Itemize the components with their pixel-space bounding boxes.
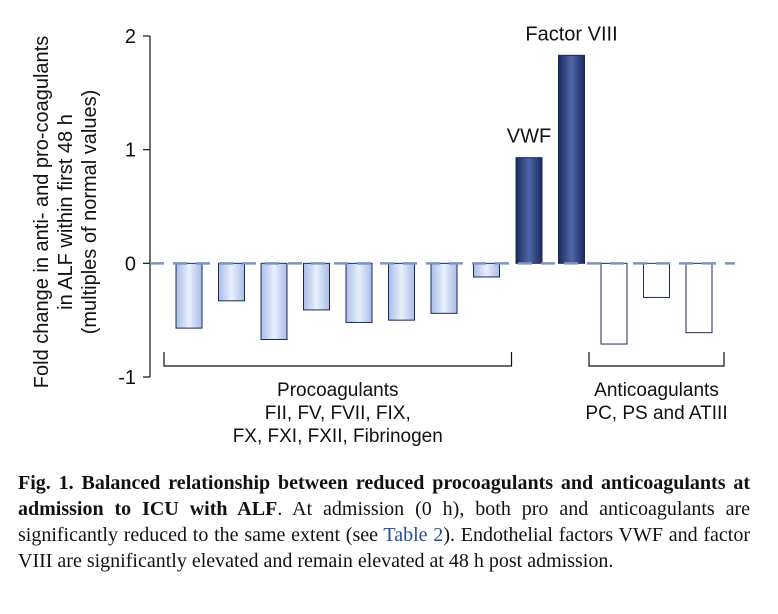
- caption-body-1: . At admission (0 h), both pro and antic…: [18, 498, 750, 546]
- bar: [218, 262, 245, 302]
- group-label-line: Procoagulants: [277, 380, 398, 401]
- bar: [260, 262, 288, 340]
- bar: [345, 262, 373, 323]
- group-label-line: Anticoagulants: [594, 380, 719, 401]
- group-label-line: FII, FV, FVII, FIX,: [265, 403, 411, 424]
- y-axis-label: Fold change in anti- and pro-coagulants i…: [31, 36, 101, 388]
- bar: [473, 262, 500, 278]
- caption-body-2: ). Endothelial factors VWF and factor VI…: [18, 524, 750, 572]
- bar-labels: VWF Factor VIII: [507, 23, 618, 147]
- bar: [515, 157, 543, 264]
- y-axis-label-line: in ALF within first 48 h: [55, 114, 77, 310]
- bar: [388, 262, 415, 321]
- caption-title: Balanced relationship between reduced pr…: [18, 472, 751, 520]
- bar: [685, 262, 713, 334]
- y-axis: 2 1 0 -1: [118, 26, 151, 389]
- bar-chart: Fold change in anti- and pro-coagulants i…: [31, 23, 735, 447]
- group-label-line: PC, PS and ATIII: [585, 403, 727, 424]
- group-bracket: [588, 352, 725, 367]
- bar: [303, 262, 330, 311]
- y-axis-label-line: (multiples of normal values): [79, 90, 101, 335]
- bar: [600, 262, 628, 345]
- group-label-line: FX, FXI, FXII, Fibrinogen: [233, 426, 443, 447]
- y-tick-label: 2: [125, 26, 136, 48]
- group-bracket: [163, 352, 513, 367]
- bar: [430, 262, 458, 314]
- table-2-link[interactable]: Table 2: [383, 524, 444, 546]
- caption-label: Fig. 1.: [18, 472, 74, 494]
- bar: [643, 262, 670, 298]
- bar: [558, 54, 585, 264]
- y-tick-label: 1: [125, 140, 136, 162]
- bar: [175, 262, 203, 329]
- bars: [150, 54, 735, 345]
- bar-label: VWF: [507, 126, 551, 148]
- y-axis-label-line: Fold change in anti- and pro-coagulants: [31, 36, 53, 388]
- figure-caption: Fig. 1. Balanced relationship between re…: [18, 470, 750, 574]
- bar-label: Factor VIII: [525, 23, 617, 45]
- y-tick-label: 0: [125, 253, 136, 275]
- y-tick-label: -1: [118, 367, 136, 389]
